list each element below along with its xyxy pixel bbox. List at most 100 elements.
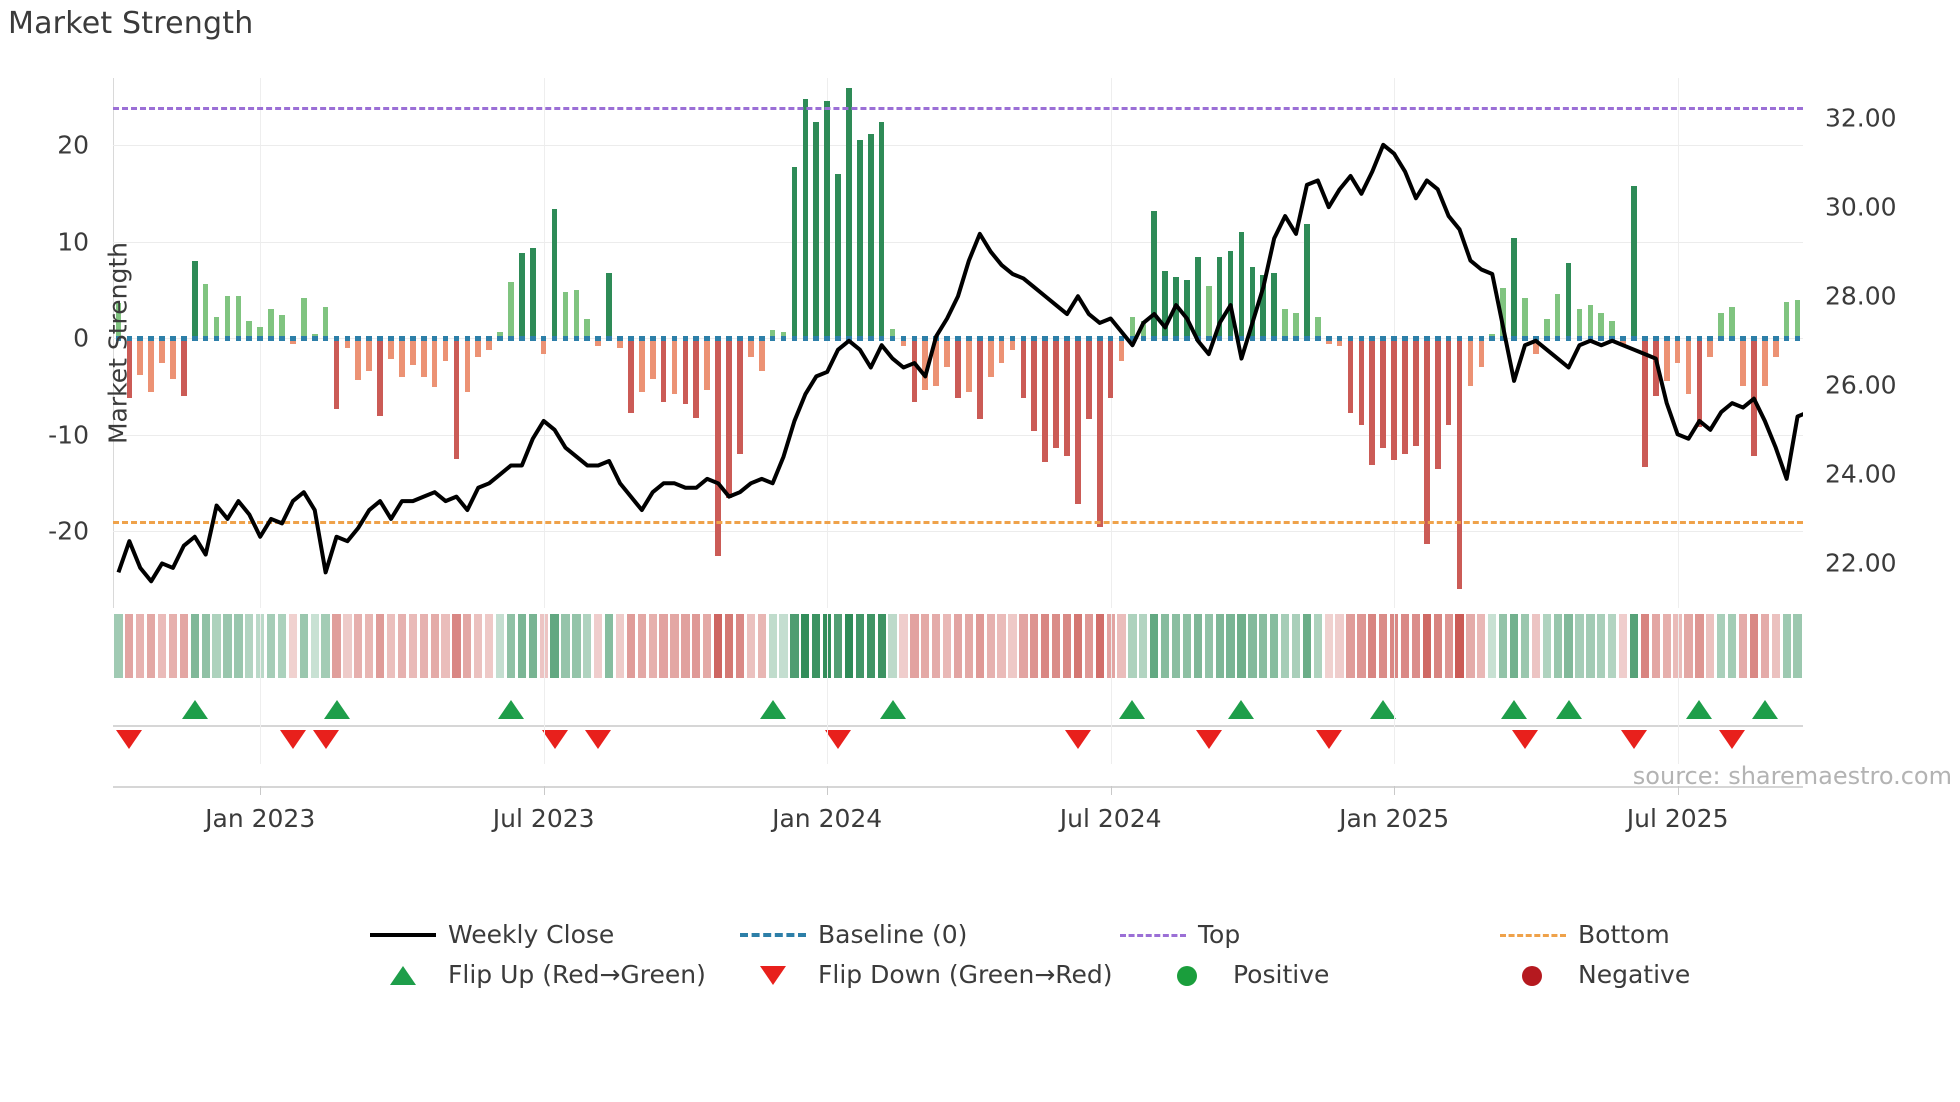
baseline-segment xyxy=(420,336,427,342)
legend-item-flip-up[interactable]: Flip Up (Red→Green) xyxy=(370,960,706,989)
circle-red-icon xyxy=(1500,965,1566,986)
strength-bar xyxy=(671,338,678,395)
baseline-segment xyxy=(257,336,264,342)
y-axis-tick-left: 10 xyxy=(57,227,89,257)
flip-up-marker-icon xyxy=(1501,700,1528,719)
heat-cell xyxy=(1095,614,1104,678)
baseline-segment xyxy=(235,336,242,342)
legend-label: Weekly Close xyxy=(448,920,615,949)
heat-cell xyxy=(1509,614,1519,678)
baseline-segment xyxy=(1631,336,1637,342)
baseline-segment xyxy=(268,336,274,342)
heat-cell xyxy=(419,614,428,678)
top-threshold-line xyxy=(113,106,1803,110)
baseline-segment xyxy=(213,336,220,342)
strength-bar xyxy=(824,101,830,339)
circle-green-icon xyxy=(1155,965,1221,986)
strength-bar xyxy=(1565,263,1572,339)
baseline-segment xyxy=(290,336,296,342)
flip-down-marker-icon xyxy=(585,730,612,749)
heat-cell xyxy=(1291,614,1301,678)
baseline-segment xyxy=(1751,336,1757,342)
legend-item-baseline[interactable]: Baseline (0) xyxy=(740,920,967,949)
heat-cell xyxy=(1324,614,1333,678)
strength-bar xyxy=(1053,338,1059,449)
y-axis-tick-right: 26.00 xyxy=(1825,370,1897,400)
heat-cell xyxy=(125,614,134,678)
legend-item-top[interactable]: Top xyxy=(1120,920,1240,949)
heat-cell xyxy=(397,614,407,678)
baseline-segment xyxy=(191,336,198,342)
heat-cell xyxy=(932,614,941,678)
baseline-segment xyxy=(1772,336,1779,342)
heat-cell xyxy=(277,614,287,678)
strength-bar xyxy=(737,338,743,454)
baseline-segment xyxy=(1216,336,1223,342)
baseline-segment xyxy=(1696,336,1703,342)
strength-bar xyxy=(1107,338,1114,398)
heat-cell xyxy=(1357,614,1366,678)
heat-cell xyxy=(212,614,221,678)
strength-bar xyxy=(911,338,918,402)
strength-bar xyxy=(1783,301,1790,339)
heat-cell xyxy=(604,614,614,678)
baseline-segment xyxy=(1729,336,1735,342)
strength-bar xyxy=(835,174,841,339)
legend-item-positive[interactable]: Positive xyxy=(1155,960,1329,989)
legend-item-bottom[interactable]: Bottom xyxy=(1500,920,1670,949)
baseline-segment xyxy=(584,336,591,342)
heat-cell xyxy=(670,614,679,678)
strength-bar xyxy=(1042,338,1049,462)
heat-cell xyxy=(266,614,276,678)
strength-bar xyxy=(802,99,809,339)
baseline-segment xyxy=(410,336,416,342)
baseline-segment xyxy=(780,336,787,342)
baseline-segment xyxy=(1500,336,1506,342)
heat-cell xyxy=(1738,614,1748,678)
strength-bar xyxy=(628,338,634,414)
legend-item-flip-down[interactable]: Flip Down (Green→Red) xyxy=(740,960,1113,989)
dotted-line-icon xyxy=(1500,925,1566,945)
baseline-segment xyxy=(529,336,536,342)
strength-bar xyxy=(1587,305,1594,339)
strength-bar xyxy=(1391,338,1397,460)
heat-cell xyxy=(1368,614,1377,678)
heat-cell xyxy=(888,614,897,678)
x-axis-tick-label: Jul 2025 xyxy=(1626,804,1729,833)
heat-cell xyxy=(365,614,374,678)
x-gridline xyxy=(1677,614,1679,764)
heat-cell xyxy=(1662,614,1671,678)
baseline-segment xyxy=(1140,336,1147,342)
strength-bar xyxy=(1260,274,1267,339)
heat-cell xyxy=(637,614,646,678)
plot-area xyxy=(113,78,1803,608)
strength-bar xyxy=(1576,309,1583,339)
strength-bar xyxy=(1718,313,1725,339)
heat-cell xyxy=(1237,614,1246,678)
baseline-segment xyxy=(606,336,612,342)
strength-bar xyxy=(181,338,187,396)
strength-bar xyxy=(191,261,198,339)
heat-cell xyxy=(1150,614,1159,678)
heat-cell xyxy=(692,614,701,678)
baseline-segment xyxy=(1620,336,1626,342)
heat-cell xyxy=(877,614,886,678)
x-axis-tick xyxy=(260,786,262,795)
legend-item-negative[interactable]: Negative xyxy=(1500,960,1690,989)
baseline-segment xyxy=(1402,336,1408,342)
heat-cell xyxy=(964,614,974,678)
heat-cell xyxy=(812,614,821,678)
strength-bar xyxy=(235,295,242,339)
strength-bar xyxy=(878,122,885,339)
heat-cell xyxy=(343,614,352,678)
heat-cell xyxy=(1520,614,1530,678)
heat-cell xyxy=(114,614,123,678)
y-axis-tick-right: 30.00 xyxy=(1825,192,1897,222)
heat-cell xyxy=(550,614,559,678)
heat-cell xyxy=(1749,614,1759,678)
legend-item-weekly-close[interactable]: Weekly Close xyxy=(370,920,614,949)
baseline-segment xyxy=(726,336,732,342)
x-axis-tick xyxy=(1677,786,1679,795)
baseline-segment xyxy=(1685,336,1692,342)
baseline-segment xyxy=(431,336,438,342)
